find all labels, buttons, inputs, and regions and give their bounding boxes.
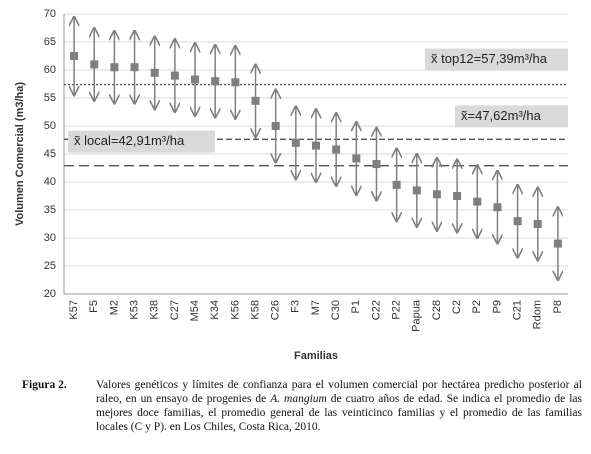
- point: [90, 60, 99, 69]
- x-tick-label: Rdom: [532, 300, 544, 329]
- point: [372, 160, 381, 169]
- x-tick-label: C21: [512, 300, 524, 320]
- x-tick-label: C30: [330, 300, 342, 320]
- x-tick-label: K38: [149, 300, 161, 320]
- x-tick-label: P1: [350, 300, 362, 313]
- reference-label: x̃ top12=57,39m³/ha: [431, 51, 548, 66]
- x-tick-label: M2: [108, 300, 120, 315]
- y-tick-label: 35: [44, 204, 56, 216]
- chart: Volumen Comercial (m3/ha) Familias 20 25 3…: [14, 8, 568, 362]
- y-tick-label: 65: [44, 36, 56, 48]
- x-tick-label: C22: [370, 300, 382, 320]
- point: [271, 122, 280, 130]
- point: [513, 217, 522, 226]
- point: [170, 71, 179, 80]
- y-tick-label: 55: [44, 92, 56, 104]
- point: [493, 203, 502, 212]
- reference-label-box: [455, 105, 568, 128]
- point: [332, 145, 341, 154]
- y-axis-title: Volumen Comercial (m3/ha): [14, 82, 26, 226]
- y-tick-label: 45: [44, 148, 56, 160]
- reference-label-box: [425, 48, 568, 71]
- x-tick-label: Papua: [411, 299, 423, 332]
- point: [231, 78, 240, 87]
- x-tick-label: P22: [391, 300, 403, 320]
- x-tick-label: K53: [128, 300, 140, 320]
- y-tick-label: 70: [44, 8, 56, 20]
- x-tick-label: P9: [491, 300, 503, 313]
- x-tick-label: P2: [471, 300, 483, 313]
- caption-text: Valores genéticos y límites de confianza…: [96, 378, 582, 434]
- point: [130, 63, 139, 72]
- point: [352, 154, 361, 163]
- point: [291, 138, 300, 147]
- x-tick-label: C27: [169, 300, 181, 320]
- point: [191, 75, 200, 84]
- point: [533, 220, 542, 228]
- point: [412, 186, 421, 195]
- x-tick-label: M54: [189, 300, 201, 321]
- point: [312, 141, 320, 150]
- point: [211, 77, 220, 86]
- y-tick-label: 25: [44, 260, 56, 272]
- caption-species: A. mangium: [270, 393, 327, 405]
- point: [453, 192, 462, 200]
- y-tick-label: 40: [44, 176, 56, 188]
- y-tick-label: 60: [44, 64, 56, 76]
- point: [251, 96, 260, 105]
- x-tick-label: C26: [270, 300, 282, 320]
- reference-label: x̃ local=42,91m³/ha: [74, 133, 185, 148]
- x-tick-label: C28: [431, 300, 443, 320]
- x-tick-label: K57: [68, 300, 80, 320]
- x-axis-title: Familias: [294, 350, 338, 362]
- caption-label: Figura 2.: [22, 379, 67, 391]
- reference-label: x̃=47,62m³/ha: [461, 108, 542, 123]
- x-tick-label: K56: [229, 300, 241, 320]
- point: [70, 52, 79, 60]
- y-tick-label: 20: [44, 288, 56, 300]
- x-tick-label: F5: [88, 300, 100, 313]
- x-tick-label: M7: [310, 300, 322, 315]
- point: [553, 239, 562, 248]
- caption-text-part: de cuatro años de edad. Se indica el pro…: [96, 393, 582, 433]
- x-tick-label: K34: [209, 300, 221, 320]
- caption-text-part: Valores genéticos y límites de confianza…: [96, 379, 582, 405]
- point: [432, 190, 441, 199]
- x-tick-label: F3: [290, 300, 302, 313]
- y-tick-label: 50: [44, 120, 56, 132]
- x-tick-label: K58: [249, 300, 261, 320]
- x-tick-label: C2: [451, 300, 463, 314]
- y-tick-label: 30: [44, 232, 56, 244]
- caption: Figura 2. Valores genéticos y límites de…: [22, 378, 582, 434]
- point: [473, 197, 482, 206]
- reference-label-box: [68, 130, 215, 153]
- point: [110, 63, 119, 72]
- x-tick-label: P8: [552, 300, 564, 313]
- point: [150, 68, 159, 77]
- point: [392, 180, 401, 189]
